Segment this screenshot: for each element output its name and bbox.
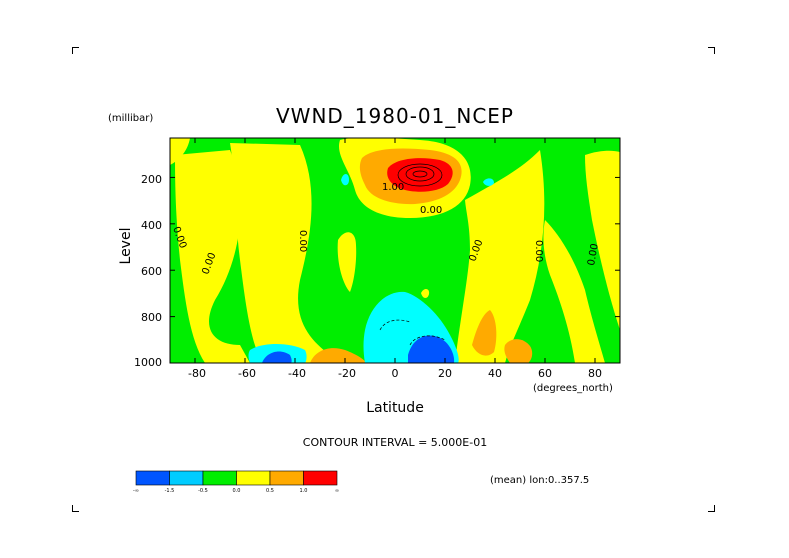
contour-region-yellow	[175, 150, 250, 363]
contour-region-blue	[262, 351, 292, 363]
plot-corner-mark	[72, 47, 79, 54]
y-tick-label: 600	[141, 265, 162, 278]
x-tick-label: -80	[188, 367, 206, 380]
colorbar-cell	[202, 470, 237, 486]
chart-title: VWND_1980-01_NCEP	[275, 104, 514, 128]
axis-ticks	[170, 138, 620, 364]
contour-label: 0.00	[586, 243, 601, 267]
contour-interval-text: CONTOUR INTERVAL = 5.000E-01	[302, 436, 488, 449]
contour-region-blue	[408, 335, 455, 363]
x-tick-label: -60	[238, 367, 256, 380]
contour-region-yellow	[421, 288, 430, 298]
colorbar-cell	[303, 470, 338, 486]
y-tick-label: 400	[141, 219, 162, 232]
contour-region-orange	[472, 310, 497, 356]
colorbar-label: 0.5	[266, 488, 274, 494]
contour-region-red	[387, 158, 453, 192]
colorbar-cell	[269, 470, 304, 486]
x-tick-label: -20	[338, 367, 356, 380]
contour-region-yellow	[337, 232, 357, 292]
contour-region-cyan	[341, 174, 349, 186]
plot-corner-mark	[708, 47, 715, 54]
colorbar-label: ∞	[334, 488, 340, 494]
colorbar-label: 0.0	[232, 488, 241, 494]
contour-label: 0.00	[297, 230, 308, 252]
contour-label: 0.00	[420, 205, 442, 216]
plot-corner-mark	[708, 505, 715, 512]
colorbar-cell	[135, 470, 170, 486]
colorbar-cell	[169, 470, 204, 486]
x-tick-label: 80	[588, 367, 602, 380]
colorbar-label: -1.5	[164, 488, 175, 494]
plot-corner-mark	[72, 505, 79, 512]
contour-region-yellow	[170, 138, 190, 165]
contour-region-yellow	[455, 150, 545, 363]
x-axis-units: (degrees_north)	[533, 383, 613, 394]
colorbar-label: -∞	[133, 488, 139, 494]
contour-label: 1.00	[382, 182, 404, 193]
y-tick-label: 800	[141, 311, 162, 324]
y-tick-label: 200	[141, 173, 162, 186]
x-tick-label: 60	[538, 367, 552, 380]
x-tick-label: -40	[288, 367, 306, 380]
contour-label: 0.00	[533, 240, 544, 262]
contour-region-orange	[504, 339, 533, 363]
x-axis-label: Latitude	[366, 400, 424, 416]
colorbar-label: -0.5	[198, 488, 208, 494]
contour-lines	[379, 163, 446, 346]
y-tick-label: 1000	[134, 356, 162, 369]
subset-info-text: (mean) lon:0..357.5	[490, 475, 590, 486]
colorbar-cell	[236, 470, 271, 486]
contour-region-yellow	[585, 150, 620, 330]
x-tick-label: 20	[438, 367, 452, 380]
x-tick-label: 40	[488, 367, 502, 380]
contour-region-orange	[310, 348, 366, 363]
x-tick-label: 0	[391, 367, 399, 380]
colorbar-label: 1.0	[299, 488, 308, 494]
contour-region-yellow	[230, 143, 335, 363]
contour-region-cyan	[483, 178, 494, 186]
colorbar	[135, 470, 338, 486]
contour-region-yellow	[543, 220, 605, 363]
contour-fill-layer	[170, 138, 620, 363]
y-axis-units: (millibar)	[108, 113, 154, 124]
